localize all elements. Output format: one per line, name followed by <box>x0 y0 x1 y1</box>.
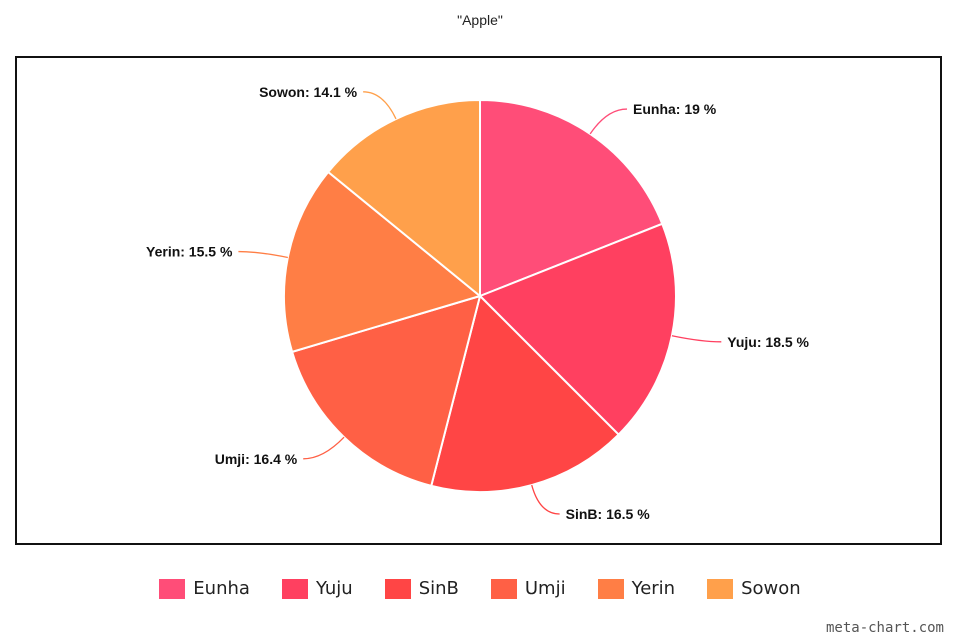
leader-line-eunha <box>589 108 628 135</box>
legend-label: Eunha <box>193 578 250 599</box>
slice-label-yerin: Yerin: 15.5 % <box>146 244 233 260</box>
leader-line-sowon <box>363 91 397 120</box>
plot-frame <box>15 56 942 545</box>
legend-item-sowon[interactable]: Sowon <box>707 578 801 599</box>
legend-swatch <box>159 578 186 599</box>
legend-item-sinb[interactable]: SinB <box>384 578 459 599</box>
slice-label-umji: Umji: 16.4 % <box>215 451 298 467</box>
pie-slice-yuju[interactable] <box>478 222 677 437</box>
legend: Eunha Yuju SinB Umji Yerin Sowon <box>0 578 960 599</box>
legend-label: Sowon <box>741 578 801 599</box>
legend-item-eunha[interactable]: Eunha <box>159 578 250 599</box>
legend-label: SinB <box>418 578 459 599</box>
slice-label-sinb: SinB: 16.5 % <box>566 506 651 522</box>
legend-swatch <box>281 578 308 599</box>
leader-line-umji <box>303 436 345 460</box>
legend-swatch <box>597 578 624 599</box>
pie-slice-yerin[interactable] <box>283 170 483 354</box>
legend-label: Yuju <box>315 578 353 599</box>
legend-swatch <box>707 578 734 599</box>
legend-swatch <box>490 578 517 599</box>
legend-item-yuju[interactable]: Yuju <box>281 578 353 599</box>
watermark: meta-chart.com <box>825 620 944 636</box>
legend-label: Yerin <box>631 578 676 599</box>
slice-label-eunha: Eunha: 19 % <box>633 101 717 117</box>
legend-item-yerin[interactable]: Yerin <box>597 578 676 599</box>
leader-line-yerin <box>238 250 288 259</box>
legend-item-umji[interactable]: Umji <box>490 578 566 599</box>
pie-slice-sowon[interactable] <box>326 98 481 299</box>
legend-label: Umji <box>524 578 566 599</box>
legend-swatch <box>384 578 411 599</box>
leader-line-sinb <box>531 484 560 515</box>
slice-label-yuju: Yuju: 18.5 % <box>727 334 809 350</box>
chart-title: "Apple" <box>457 12 503 28</box>
pie-slice-umji[interactable] <box>290 294 482 488</box>
leader-line-yuju <box>671 335 722 343</box>
pie-slice-eunha[interactable] <box>479 98 664 298</box>
pie-slice-sinb[interactable] <box>430 294 621 493</box>
slice-label-sowon: Sowon: 14.1 % <box>259 84 358 100</box>
